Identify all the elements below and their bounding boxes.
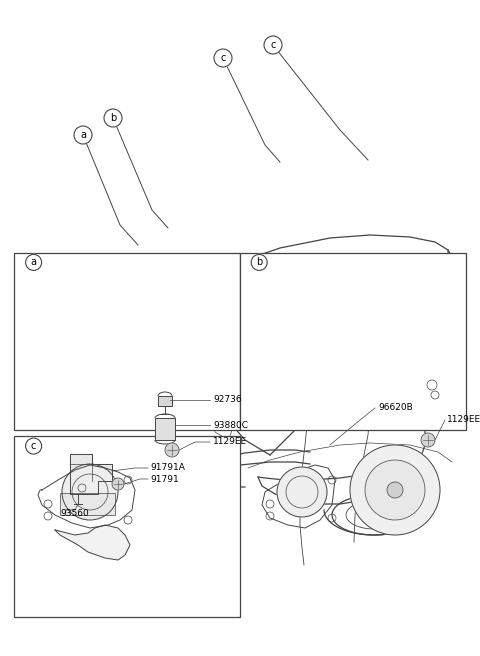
Bar <box>60 493 115 515</box>
Text: b: b <box>256 257 263 268</box>
Circle shape <box>251 255 267 270</box>
Text: a: a <box>80 130 86 140</box>
Text: a: a <box>31 257 36 268</box>
Circle shape <box>277 467 327 517</box>
Circle shape <box>350 445 440 535</box>
Circle shape <box>74 126 92 144</box>
Polygon shape <box>70 454 112 494</box>
Circle shape <box>25 255 42 270</box>
Polygon shape <box>55 525 130 560</box>
Text: 93880C: 93880C <box>213 420 248 430</box>
Text: c: c <box>31 441 36 451</box>
Bar <box>158 396 172 406</box>
Text: 91791: 91791 <box>150 474 179 483</box>
Circle shape <box>104 109 122 127</box>
Bar <box>14 253 240 430</box>
Text: 1129EE: 1129EE <box>447 415 480 424</box>
Circle shape <box>214 49 232 67</box>
Text: c: c <box>270 40 276 50</box>
Circle shape <box>62 464 118 520</box>
Circle shape <box>421 433 435 447</box>
Circle shape <box>165 443 179 457</box>
Circle shape <box>387 482 403 498</box>
Text: c: c <box>220 53 226 63</box>
Text: 1129EE: 1129EE <box>213 438 247 447</box>
Bar <box>240 253 466 430</box>
Circle shape <box>264 36 282 54</box>
Text: 92736: 92736 <box>213 396 241 405</box>
Bar <box>155 418 175 440</box>
Circle shape <box>25 438 42 454</box>
Circle shape <box>365 460 425 520</box>
Circle shape <box>112 478 124 490</box>
Text: 96620B: 96620B <box>378 403 413 413</box>
Text: 91791A: 91791A <box>150 464 185 472</box>
Bar <box>14 436 240 617</box>
Text: 93560: 93560 <box>60 510 89 518</box>
Text: b: b <box>110 113 116 123</box>
